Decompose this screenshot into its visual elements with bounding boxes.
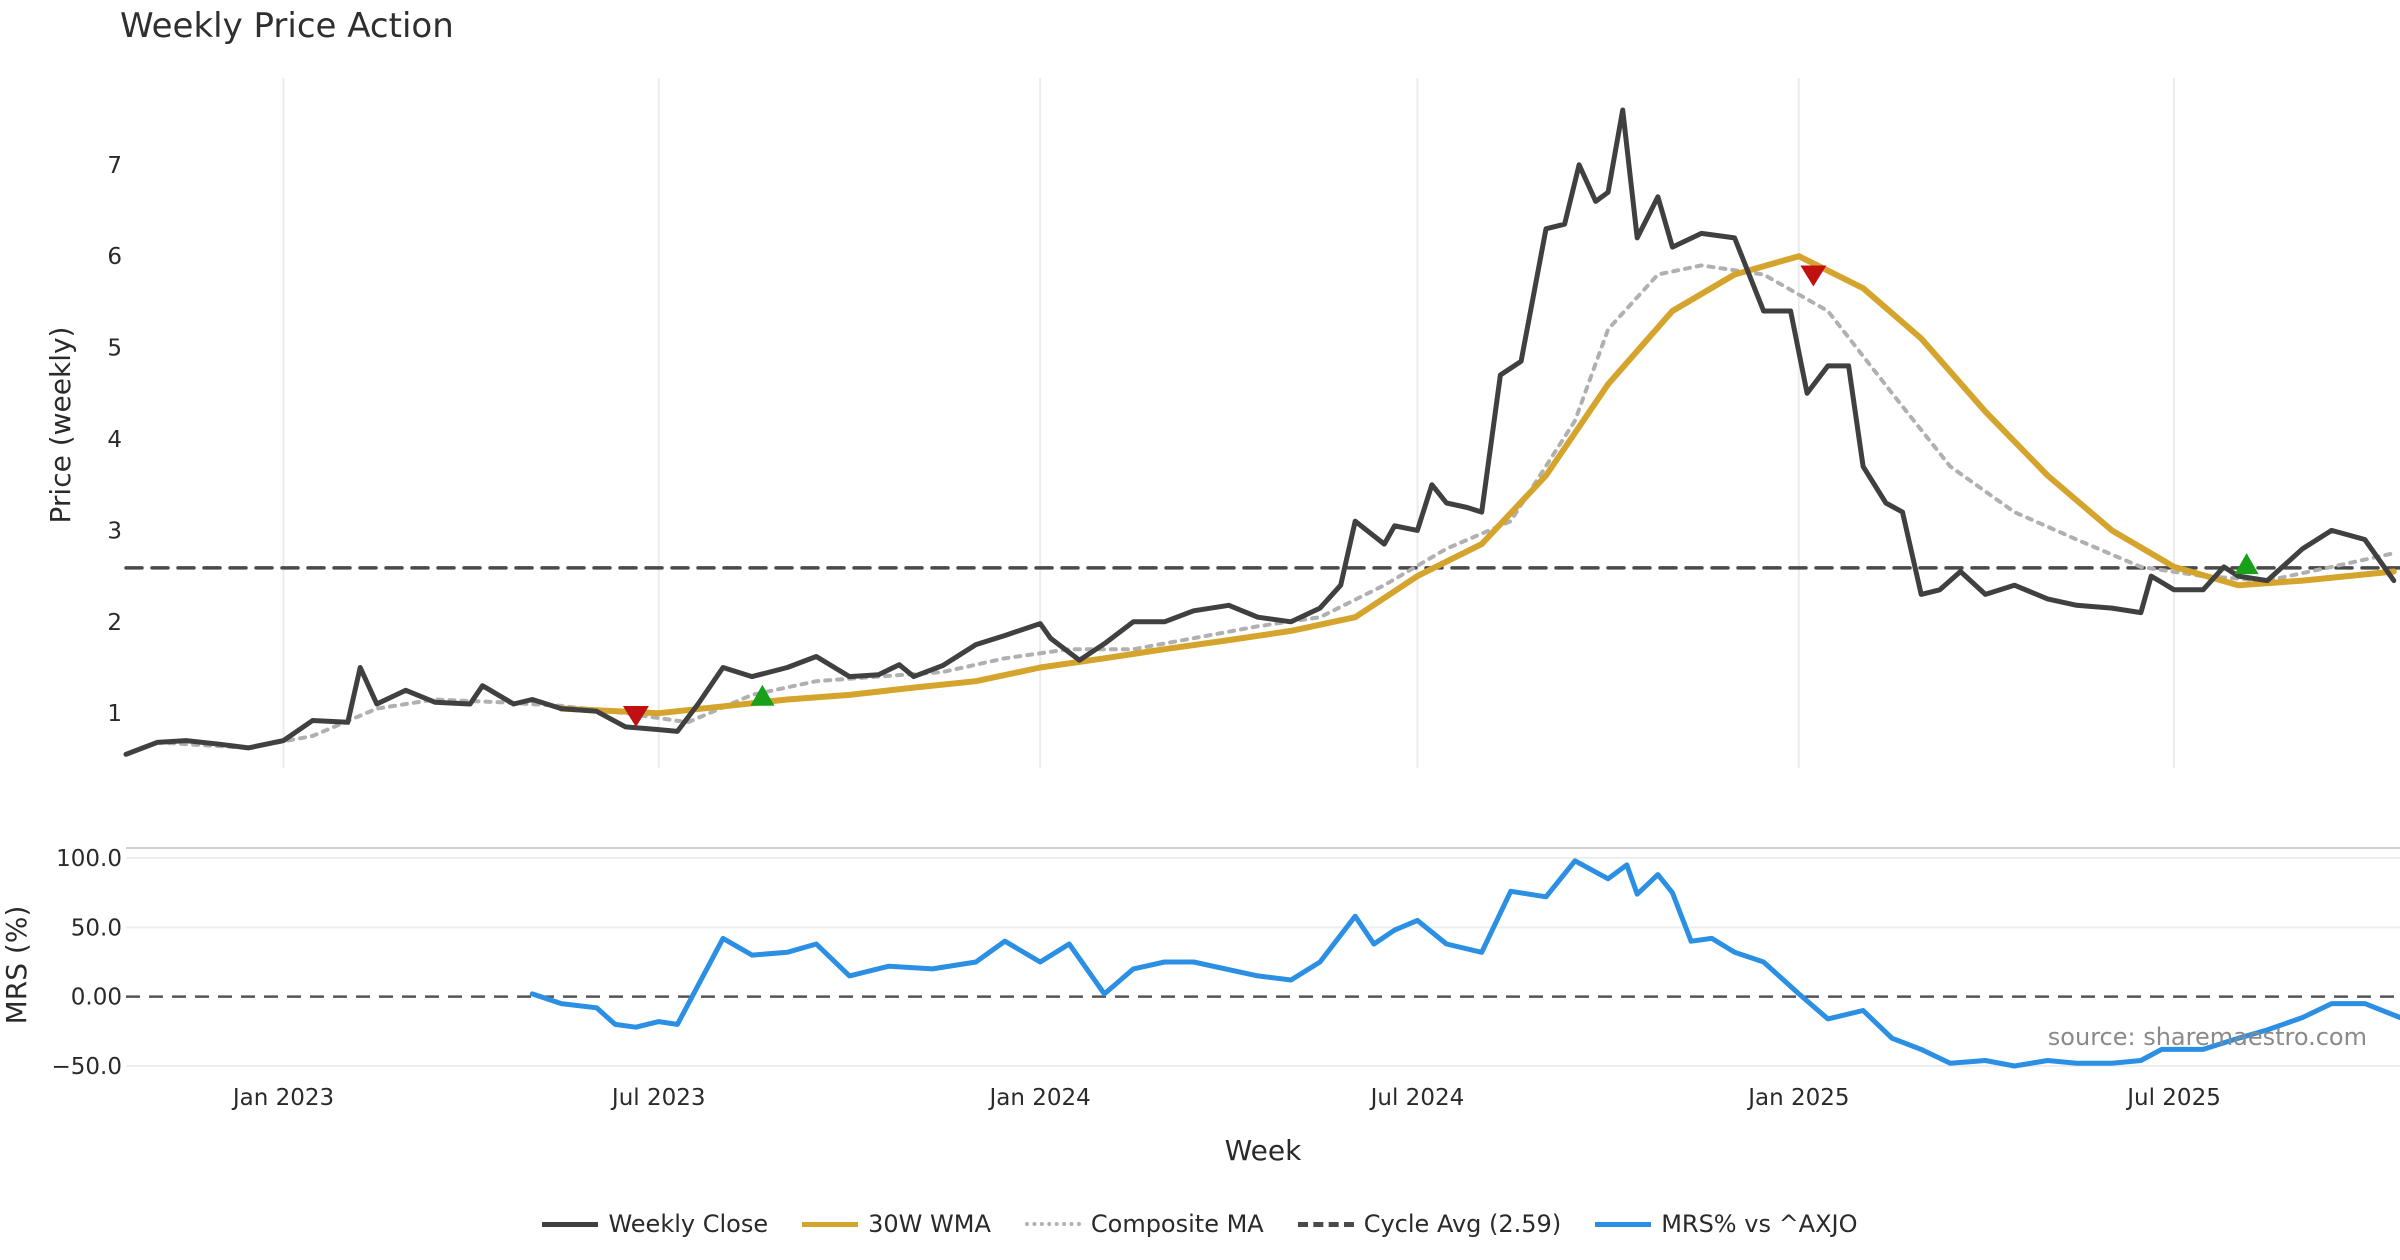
mrs-panel: 100.0 50.0 0.00 −50.0 [52, 846, 2400, 1080]
legend-label: Cycle Avg (2.59) [1363, 1210, 1562, 1238]
legend: Weekly Close 30W WMA Composite MA Cycle Avg… [0, 1210, 2400, 1238]
x-tick-label: Jan 2023 [231, 1085, 334, 1111]
legend-label: MRS% vs ^AXJO [1661, 1210, 1858, 1238]
legend-label: 30W WMA [868, 1210, 991, 1238]
series-line-close [123, 107, 2397, 757]
legend-label: Composite MA [1090, 1210, 1264, 1238]
sell-signal-marker [622, 705, 649, 727]
price-y-tick-label: 7 [107, 153, 122, 179]
mrs-y-tick-label: 100.0 [56, 846, 122, 872]
x-tick-label: Jan 2024 [988, 1085, 1091, 1111]
x-tick-label: Jul 2025 [2125, 1085, 2221, 1111]
price-y-tick-label: 4 [107, 427, 122, 453]
price-panel: Jan 2023 Jul 2023 Jan 2024 Jul 2024 Jan 2025… [107, 78, 2400, 1111]
series-line-wma [558, 253, 2397, 717]
x-tick-label: Jan 2025 [1746, 1085, 1849, 1111]
legend-item-mrs: MRS% vs ^AXJO [1595, 1210, 1858, 1238]
mrs-y-tick-label: 50.0 [71, 915, 122, 941]
price-y-tick-label: 6 [107, 244, 122, 270]
price-y-axis-label: Price (weekly) [44, 327, 77, 524]
buy-signal-marker [2234, 553, 2259, 575]
x-tick-label: Jul 2023 [610, 1085, 706, 1111]
buy-signal-marker [750, 684, 775, 706]
legend-item-close: Weekly Close [542, 1210, 768, 1238]
series-line-mrs [529, 858, 2400, 1069]
legend-swatch-mrs [1595, 1221, 1652, 1227]
sell-signal-marker [1800, 265, 1827, 287]
legend-label: Weekly Close [608, 1210, 769, 1238]
price-y-tick-label: 3 [107, 518, 122, 544]
x-tick-label: Jul 2024 [1369, 1085, 1465, 1111]
source-note: source: sharemaestro.com [2048, 1023, 2367, 1051]
mrs-y-tick-label: −50.0 [52, 1054, 122, 1080]
legend-swatch-wma [802, 1221, 859, 1227]
series-line-composite [155, 263, 2396, 750]
mrs-y-axis-label: MRS (%) [0, 906, 33, 1025]
price-y-tick-label: 5 [107, 336, 122, 362]
x-axis-label: Week [1225, 1134, 1302, 1167]
price-y-tick-label: 2 [107, 610, 122, 636]
legend-item-composite: Composite MA [1024, 1210, 1264, 1238]
legend-swatch-cycle [1297, 1221, 1354, 1227]
legend-item-wma: 30W WMA [802, 1210, 991, 1238]
mrs-y-tick-label: 0.00 [71, 985, 122, 1011]
price-y-tick-label: 1 [107, 701, 122, 727]
legend-swatch-composite [1024, 1222, 1081, 1226]
legend-swatch-close [542, 1221, 599, 1227]
chart-title: Weekly Price Action [120, 6, 454, 46]
legend-item-cycle: Cycle Avg (2.59) [1297, 1210, 1562, 1238]
